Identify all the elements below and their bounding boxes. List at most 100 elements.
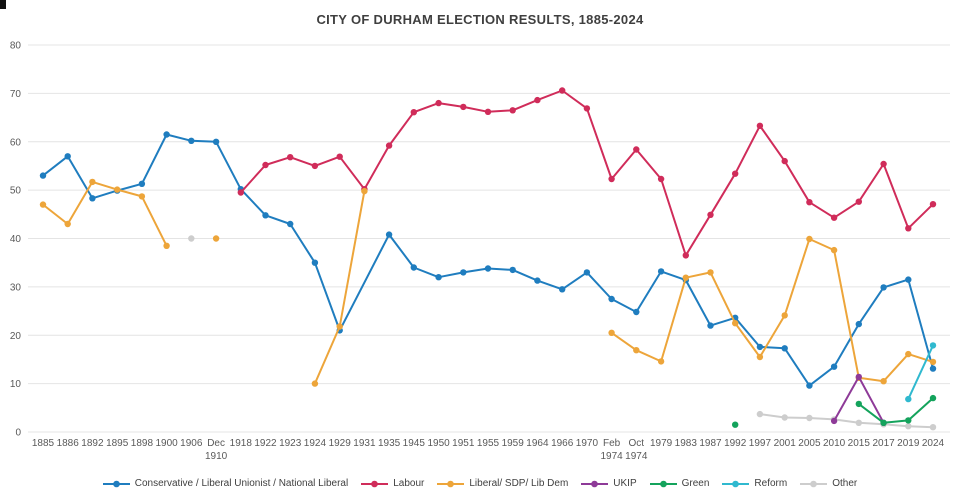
y-axis-label: 60 <box>10 137 22 148</box>
legend-item: Green <box>649 478 710 489</box>
data-point <box>608 329 615 336</box>
x-axis-label: 1924 <box>304 438 327 449</box>
legend-marker <box>581 480 609 487</box>
data-point <box>682 274 689 281</box>
data-point <box>707 322 714 329</box>
x-axis-label: 1918 <box>230 438 253 449</box>
data-point <box>929 201 937 208</box>
data-point <box>905 276 912 283</box>
x-axis-label: 2017 <box>872 438 895 449</box>
data-point <box>830 363 838 370</box>
legend-label: Labour <box>393 478 425 489</box>
data-point <box>633 347 640 354</box>
data-point <box>583 105 591 112</box>
y-axis-label: 10 <box>10 379 22 390</box>
x-axis-label: 1922 <box>254 438 277 449</box>
data-point <box>682 252 689 259</box>
x-axis-label: 1900 <box>155 438 178 449</box>
data-point <box>509 107 516 114</box>
x-axis-label: Oct 1974 <box>625 438 648 462</box>
x-axis-label: 1923 <box>279 438 302 449</box>
data-point <box>39 172 47 179</box>
data-point <box>188 235 195 242</box>
x-axis-label: 2024 <box>922 438 945 449</box>
data-point <box>311 259 319 266</box>
x-axis-label: 1983 <box>675 438 698 449</box>
data-point <box>781 312 788 319</box>
legend-dot <box>447 480 455 487</box>
series-line <box>758 413 934 429</box>
series-line <box>610 238 934 383</box>
x-axis-label: 2019 <box>897 438 920 449</box>
data-point <box>138 193 146 200</box>
data-point <box>830 214 838 221</box>
data-point <box>633 146 640 153</box>
data-point <box>262 161 269 169</box>
data-point <box>608 175 615 183</box>
x-axis-label: 1997 <box>749 438 772 449</box>
chart-title: CITY OF DURHAM ELECTION RESULTS, 1885-20… <box>316 12 644 27</box>
x-axis-label: 1935 <box>378 438 401 449</box>
data-point <box>855 373 862 381</box>
legend-dot <box>810 480 818 487</box>
data-point <box>385 142 393 149</box>
x-axis-label: 1992 <box>724 438 747 449</box>
data-point <box>559 87 566 94</box>
y-axis-label: 80 <box>10 41 22 52</box>
data-point <box>855 320 862 328</box>
data-point <box>435 274 442 281</box>
x-axis-label: 1886 <box>57 438 80 449</box>
data-point <box>657 175 665 183</box>
series-line <box>907 344 934 401</box>
data-point <box>188 137 195 144</box>
legend-dot <box>659 480 667 487</box>
data-point <box>781 414 788 421</box>
data-point <box>756 343 764 351</box>
data-point <box>707 269 714 276</box>
data-point <box>460 103 467 111</box>
data-point <box>633 308 640 316</box>
series-line <box>42 133 934 387</box>
y-axis-label: 50 <box>10 186 22 197</box>
series-line <box>42 180 168 247</box>
x-axis-label: 2015 <box>848 438 871 449</box>
y-axis-label: 30 <box>10 282 22 293</box>
data-point <box>460 269 467 276</box>
legend-marker <box>649 480 677 487</box>
x-axis-label: 1885 <box>32 438 55 449</box>
data-point <box>880 160 887 168</box>
legend-marker <box>722 480 750 487</box>
data-point <box>336 153 343 160</box>
data-point <box>39 201 47 208</box>
legend-item: Labour <box>361 478 424 489</box>
data-point <box>806 199 813 206</box>
data-point <box>385 231 393 238</box>
data-point <box>905 225 912 232</box>
legend-label: Green <box>681 478 710 489</box>
data-point <box>806 235 813 243</box>
legend: Conservative / Liberal Unionist / Nation… <box>0 478 960 489</box>
x-axis-label: 1895 <box>106 438 129 449</box>
legend-marker <box>102 480 130 487</box>
legend-marker <box>361 480 389 487</box>
data-point <box>237 189 244 196</box>
data-point <box>64 153 71 160</box>
data-point <box>435 99 442 107</box>
data-point <box>64 220 71 228</box>
x-axis-label: 1979 <box>650 438 673 449</box>
data-point <box>929 358 937 366</box>
data-point <box>830 246 838 254</box>
data-point <box>707 211 714 218</box>
legend-item: Conservative / Liberal Unionist / Nation… <box>102 478 348 489</box>
data-point <box>262 212 269 219</box>
data-point <box>880 284 887 291</box>
data-point <box>583 269 591 276</box>
data-point <box>361 187 368 195</box>
data-point <box>484 265 492 272</box>
corner-artifact <box>0 0 6 9</box>
series-line <box>857 397 934 424</box>
data-point <box>929 365 937 372</box>
x-axis-label: 1959 <box>502 438 525 449</box>
x-axis-label: 1892 <box>81 438 104 449</box>
